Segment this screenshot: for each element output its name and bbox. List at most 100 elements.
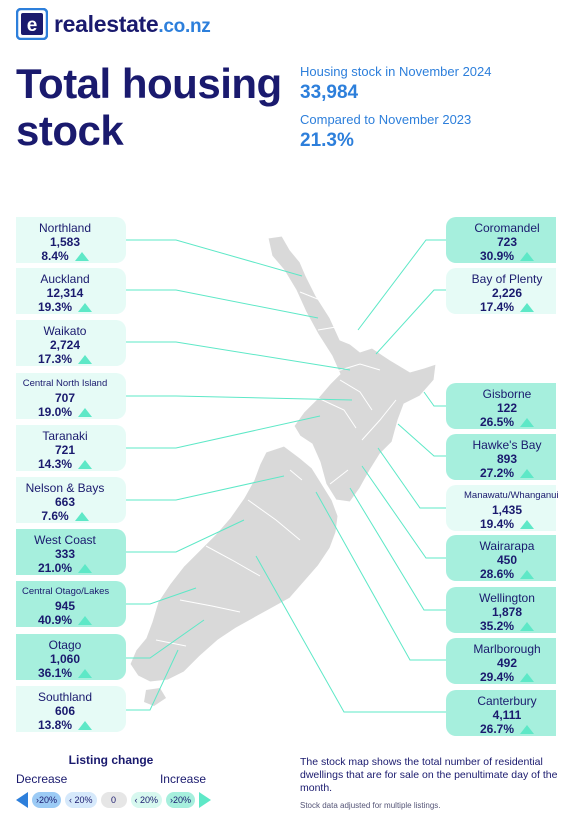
region-card-central-otago-lakes[interactable]: Central Otago/Lakes 945 40.9% <box>16 581 126 627</box>
region-card-auckland[interactable]: Auckland 12,314 19.3% <box>16 268 126 314</box>
region-pct: 13.8% <box>37 718 73 732</box>
region-count: 2,724 <box>49 338 81 352</box>
increase-triangle-icon <box>78 302 93 312</box>
south-island-shape <box>129 445 339 683</box>
region-name: Gisborne <box>482 387 532 401</box>
increase-triangle-icon <box>520 724 535 734</box>
region-pct: 17.3% <box>37 352 73 366</box>
region-card-central-north-island[interactable]: Central North Island 707 19.0% <box>16 373 126 419</box>
region-card-bay-of-plenty[interactable]: Bay of Plenty 2,226 17.4% <box>446 268 556 314</box>
region-card-gisborne[interactable]: Gisborne 122 26.5% <box>446 383 556 429</box>
region-change-row: 40.9% <box>22 613 108 627</box>
region-name: Marlborough <box>473 642 541 656</box>
region-count: 492 <box>496 656 518 670</box>
decrease-arrow-icon <box>16 792 28 808</box>
region-change-row: 13.8% <box>22 718 108 732</box>
region-change-row: 29.4% <box>464 670 550 684</box>
increase-triangle-icon <box>74 511 89 521</box>
region-card-otago[interactable]: Otago 1,060 36.1% <box>16 634 126 680</box>
increase-triangle-icon <box>520 251 535 261</box>
legend-labels: Decrease Increase <box>16 772 206 786</box>
region-count: 606 <box>54 704 76 718</box>
region-card-northland[interactable]: Northland 1,583 8.4% <box>16 217 126 263</box>
region-pct: 21.0% <box>37 561 73 575</box>
region-pct: 7.6% <box>41 509 69 523</box>
region-name: Central North Island <box>22 378 108 389</box>
region-count: 1,060 <box>49 652 81 666</box>
region-card-coromandel[interactable]: Coromandel 723 30.9% <box>446 217 556 263</box>
region-pct: 19.4% <box>479 517 515 531</box>
region-count: 333 <box>54 547 76 561</box>
region-count: 723 <box>496 235 518 249</box>
region-change-row: 21.0% <box>22 561 108 575</box>
legend-decrease-label: Decrease <box>16 772 68 786</box>
legend-chip-increase: ‹ 20% <box>130 792 163 808</box>
region-pct: 27.2% <box>479 466 515 480</box>
region-pct: 30.9% <box>479 249 515 263</box>
brand-logo[interactable]: e realestate.co.nz <box>16 8 211 40</box>
region-name: Nelson & Bays <box>25 481 105 495</box>
increase-triangle-icon <box>78 354 93 364</box>
region-change-row: 19.4% <box>464 517 550 531</box>
region-pct: 40.9% <box>37 613 73 627</box>
region-count: 450 <box>496 553 518 567</box>
increase-triangle-icon <box>78 668 93 678</box>
region-change-row: 30.9% <box>464 249 550 263</box>
region-card-waikato[interactable]: Waikato 2,724 17.3% <box>16 320 126 366</box>
region-card-nelson-bays[interactable]: Nelson & Bays 663 7.6% <box>16 477 126 523</box>
region-change-row: 28.6% <box>464 567 550 581</box>
region-card-hawke-s-bay[interactable]: Hawke's Bay 893 27.2% <box>446 434 556 480</box>
region-card-west-coast[interactable]: West Coast 333 21.0% <box>16 529 126 575</box>
svg-text:e: e <box>27 15 38 36</box>
increase-triangle-icon <box>78 563 93 573</box>
region-card-wairarapa[interactable]: Wairarapa 450 28.6% <box>446 535 556 581</box>
brand-logo-icon: e <box>16 8 48 40</box>
increase-triangle-icon <box>520 519 535 529</box>
increase-triangle-icon <box>74 251 89 261</box>
region-change-row: 19.3% <box>22 300 108 314</box>
region-count: 12,314 <box>46 286 84 300</box>
region-count: 2,226 <box>491 286 523 300</box>
region-name: Hawke's Bay <box>472 438 542 452</box>
region-name: Coromandel <box>474 221 540 235</box>
region-card-canterbury[interactable]: Canterbury 4,111 26.7% <box>446 690 556 736</box>
region-count: 663 <box>54 495 76 509</box>
region-count: 1,878 <box>491 605 523 619</box>
increase-triangle-icon <box>520 569 535 579</box>
region-count: 1,583 <box>49 235 81 249</box>
legend-title: Listing change <box>68 753 154 767</box>
region-card-southland[interactable]: Southland 606 13.8% <box>16 686 126 732</box>
increase-triangle-icon <box>520 672 535 682</box>
legend-chip-strong-increase: ›20% <box>166 792 196 808</box>
compare-value: 21.3% <box>300 130 354 151</box>
connector-lines <box>126 239 446 713</box>
increase-triangle-icon <box>520 468 535 478</box>
stewart-island-shape <box>144 688 166 706</box>
legend: Listing change Decrease Increase ›20% ‹ … <box>16 753 216 808</box>
region-change-row: 26.5% <box>464 415 550 429</box>
increase-triangle-icon <box>78 615 93 625</box>
region-pct: 14.3% <box>37 457 73 471</box>
increase-triangle-icon <box>78 459 93 469</box>
region-pct: 29.4% <box>479 670 515 684</box>
region-pct: 19.3% <box>37 300 73 314</box>
region-pct: 28.6% <box>479 567 515 581</box>
region-count: 4,111 <box>492 708 522 722</box>
region-name: Central Otago/Lakes <box>22 586 110 597</box>
compare-label: Compared to November 2023 <box>300 112 472 127</box>
region-card-manawatu-whanganui[interactable]: Manawatu/Whanganui 1,435 19.4% <box>446 485 559 531</box>
region-card-marlborough[interactable]: Marlborough 492 29.4% <box>446 638 556 684</box>
map-note: The stock map shows the total number of … <box>300 756 558 794</box>
region-change-row: 7.6% <box>22 509 108 523</box>
region-pct: 26.7% <box>479 722 515 736</box>
footnote: Stock data adjusted for multiple listing… <box>300 801 441 810</box>
region-pct: 36.1% <box>37 666 73 680</box>
region-change-row: 8.4% <box>22 249 108 263</box>
region-card-wellington[interactable]: Wellington 1,878 35.2% <box>446 587 556 633</box>
region-name: Bay of Plenty <box>471 272 543 286</box>
region-change-row: 27.2% <box>464 466 550 480</box>
region-card-taranaki[interactable]: Taranaki 721 14.3% <box>16 425 126 471</box>
increase-triangle-icon <box>78 720 93 730</box>
region-name: Otago <box>48 638 82 652</box>
